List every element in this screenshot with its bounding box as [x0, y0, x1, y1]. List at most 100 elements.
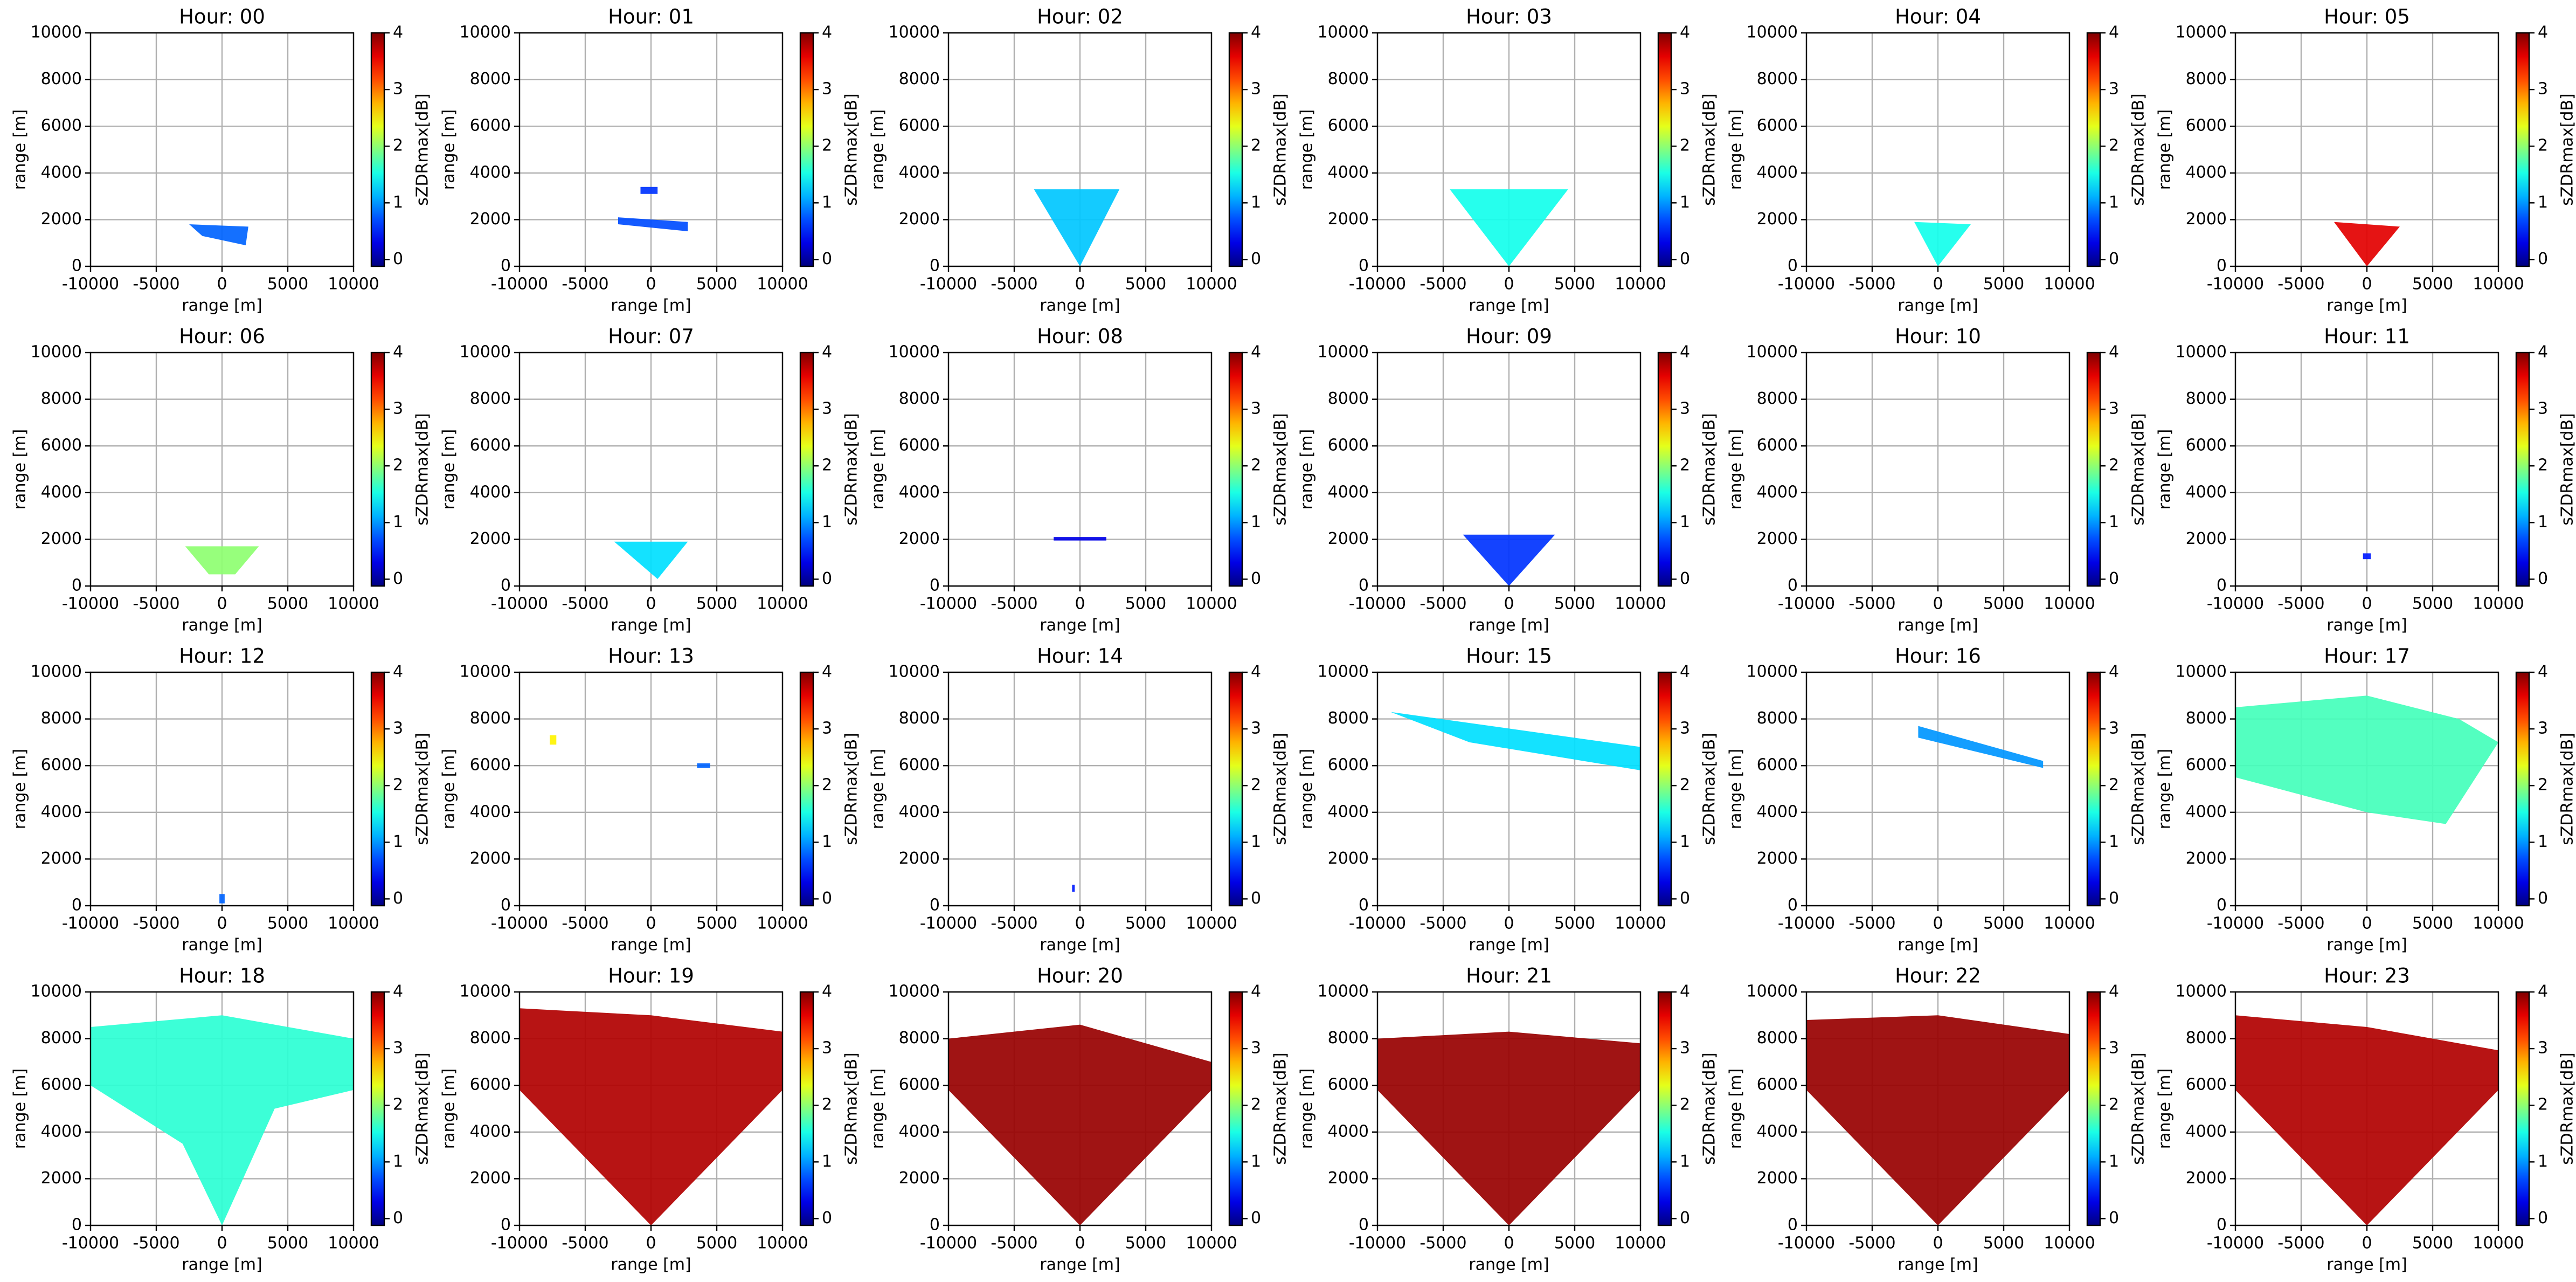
colorbar-tick-label: 0: [2538, 250, 2548, 268]
y-tick-label: 6000: [470, 436, 511, 455]
y-tick-label: 4000: [1757, 483, 1798, 501]
colorbar-tick-label: 1: [1251, 1152, 1261, 1171]
colorbar-tick-label: 3: [1680, 80, 1690, 99]
x-tick-label: 0: [2362, 1234, 2372, 1253]
colorbar-label: sZDRmax[dB]: [842, 93, 861, 206]
colorbar-tick-label: 1: [822, 513, 832, 532]
chart-title: Hour: 15: [1466, 645, 1552, 668]
echo-layer: [2235, 1015, 2498, 1225]
x-tick-label: 5000: [267, 914, 308, 933]
x-tick-label: 10000: [1186, 275, 1237, 294]
colorbar-label: sZDRmax[dB]: [1700, 93, 1719, 206]
colorbar: [1657, 351, 1672, 587]
y-tick-label: 10000: [1318, 663, 1369, 681]
colorbar-tick-label: 1: [822, 832, 832, 851]
colorbar-tick-label: 4: [2109, 23, 2119, 42]
echo-layer: [189, 224, 248, 246]
colorbar-tick-label: 0: [822, 569, 832, 588]
echo-region: [1914, 222, 1971, 266]
y-axis-label: range [m]: [440, 1069, 459, 1149]
echo-region: [640, 187, 658, 194]
y-tick-label: 6000: [1328, 1076, 1369, 1094]
x-tick-label: -10000: [2207, 914, 2264, 933]
colorbar-tick-label: 4: [1251, 663, 1261, 681]
echo-layer: [1806, 1015, 2069, 1225]
echo-layer: [1918, 726, 2044, 768]
chart-title: Hour: 20: [1037, 964, 1123, 988]
x-tick-label: -5000: [562, 275, 608, 294]
echo-region: [1450, 189, 1568, 266]
y-tick-label: 8000: [1328, 389, 1369, 408]
x-tick-label: 10000: [2473, 1234, 2524, 1253]
x-tick-label: -5000: [1848, 1234, 1895, 1253]
colorbar-tick-label: 3: [2538, 399, 2548, 418]
colorbar-tick-label: 0: [1251, 1209, 1261, 1228]
chart-title: Hour: 13: [608, 645, 694, 668]
colorbar-tick-label: 0: [1251, 889, 1261, 908]
x-tick-label: 0: [646, 275, 656, 294]
y-tick-label: 6000: [2186, 756, 2227, 775]
y-tick-label: 10000: [889, 663, 940, 681]
colorbar-tick-label: 4: [2538, 343, 2548, 362]
colorbar-tick-label: 4: [822, 23, 832, 42]
chart-title: Hour: 09: [1466, 325, 1552, 348]
x-tick-label: 0: [1075, 914, 1085, 933]
echo-layer: [520, 1008, 783, 1225]
colorbar-tick-label: 4: [1251, 982, 1261, 1001]
colorbar-tick-label: 0: [2538, 1209, 2548, 1228]
y-tick-label: 2000: [899, 1169, 940, 1188]
y-tick-label: 6000: [2186, 116, 2227, 135]
x-tick-label: -10000: [2207, 275, 2264, 294]
colorbar-tick-label: 0: [2538, 889, 2548, 908]
echo-layer: [618, 187, 688, 232]
x-tick-label: 10000: [757, 914, 808, 933]
echo-region: [618, 217, 688, 232]
y-tick-label: 10000: [1747, 982, 1798, 1001]
x-tick-label: -5000: [133, 275, 179, 294]
y-axis-label: range [m]: [2156, 109, 2175, 190]
subplot: -10000 -5000 0 5000 100000200040006000800010…: [1727, 5, 2148, 315]
y-tick-label: 4000: [41, 802, 82, 821]
colorbar-tick-label: 4: [393, 23, 403, 42]
colorbar-tick-label: 1: [2109, 1152, 2119, 1171]
echo-layer: [614, 541, 688, 580]
colorbar-tick-label: 1: [393, 832, 403, 851]
y-axis-label: range [m]: [1298, 749, 1317, 829]
x-axis-label: range [m]: [2326, 936, 2407, 955]
colorbar: [1657, 671, 1672, 907]
colorbar-tick-label: 3: [2109, 719, 2119, 738]
x-tick-label: 5000: [1554, 275, 1595, 294]
subplot: -10000 -5000 0 5000 100000200040006000800010…: [440, 964, 861, 1274]
colorbar-label: sZDRmax[dB]: [2558, 413, 2576, 526]
colorbar-tick-label: 0: [822, 889, 832, 908]
chart-title: Hour: 00: [179, 5, 265, 29]
x-tick-label: -10000: [920, 1234, 977, 1253]
x-tick-label: 5000: [2412, 275, 2453, 294]
x-tick-label: 10000: [1186, 595, 1237, 614]
x-tick-label: 5000: [1983, 275, 2024, 294]
echo-layer: [2235, 695, 2498, 824]
colorbar-tick-label: 3: [822, 1039, 832, 1058]
colorbar-tick-label: 4: [393, 982, 403, 1001]
x-tick-label: -10000: [62, 595, 119, 614]
colorbar-tick-label: 4: [2109, 663, 2119, 681]
x-tick-label: 5000: [696, 1234, 737, 1253]
y-tick-label: 2000: [899, 529, 940, 548]
colorbar-tick-label: 0: [393, 569, 403, 588]
x-tick-label: 10000: [2044, 1234, 2095, 1253]
colorbar-tick-label: 1: [1680, 193, 1690, 212]
colorbar-tick-label: 3: [393, 399, 403, 418]
colorbar-label: sZDRmax[dB]: [2558, 93, 2576, 206]
colorbar-tick-label: 1: [2538, 832, 2548, 851]
y-axis-label: range [m]: [1727, 1069, 1746, 1149]
y-tick-label: 6000: [41, 116, 82, 135]
colorbar-tick-label: 3: [393, 1039, 403, 1058]
colorbar: [799, 671, 814, 907]
x-tick-label: -5000: [133, 595, 179, 614]
x-tick-label: -5000: [1419, 595, 1466, 614]
x-tick-label: -10000: [491, 275, 548, 294]
y-axis-label: range [m]: [1298, 429, 1317, 509]
x-tick-label: 10000: [2044, 595, 2095, 614]
y-tick-label: 6000: [41, 436, 82, 455]
x-tick-label: -5000: [1848, 595, 1895, 614]
